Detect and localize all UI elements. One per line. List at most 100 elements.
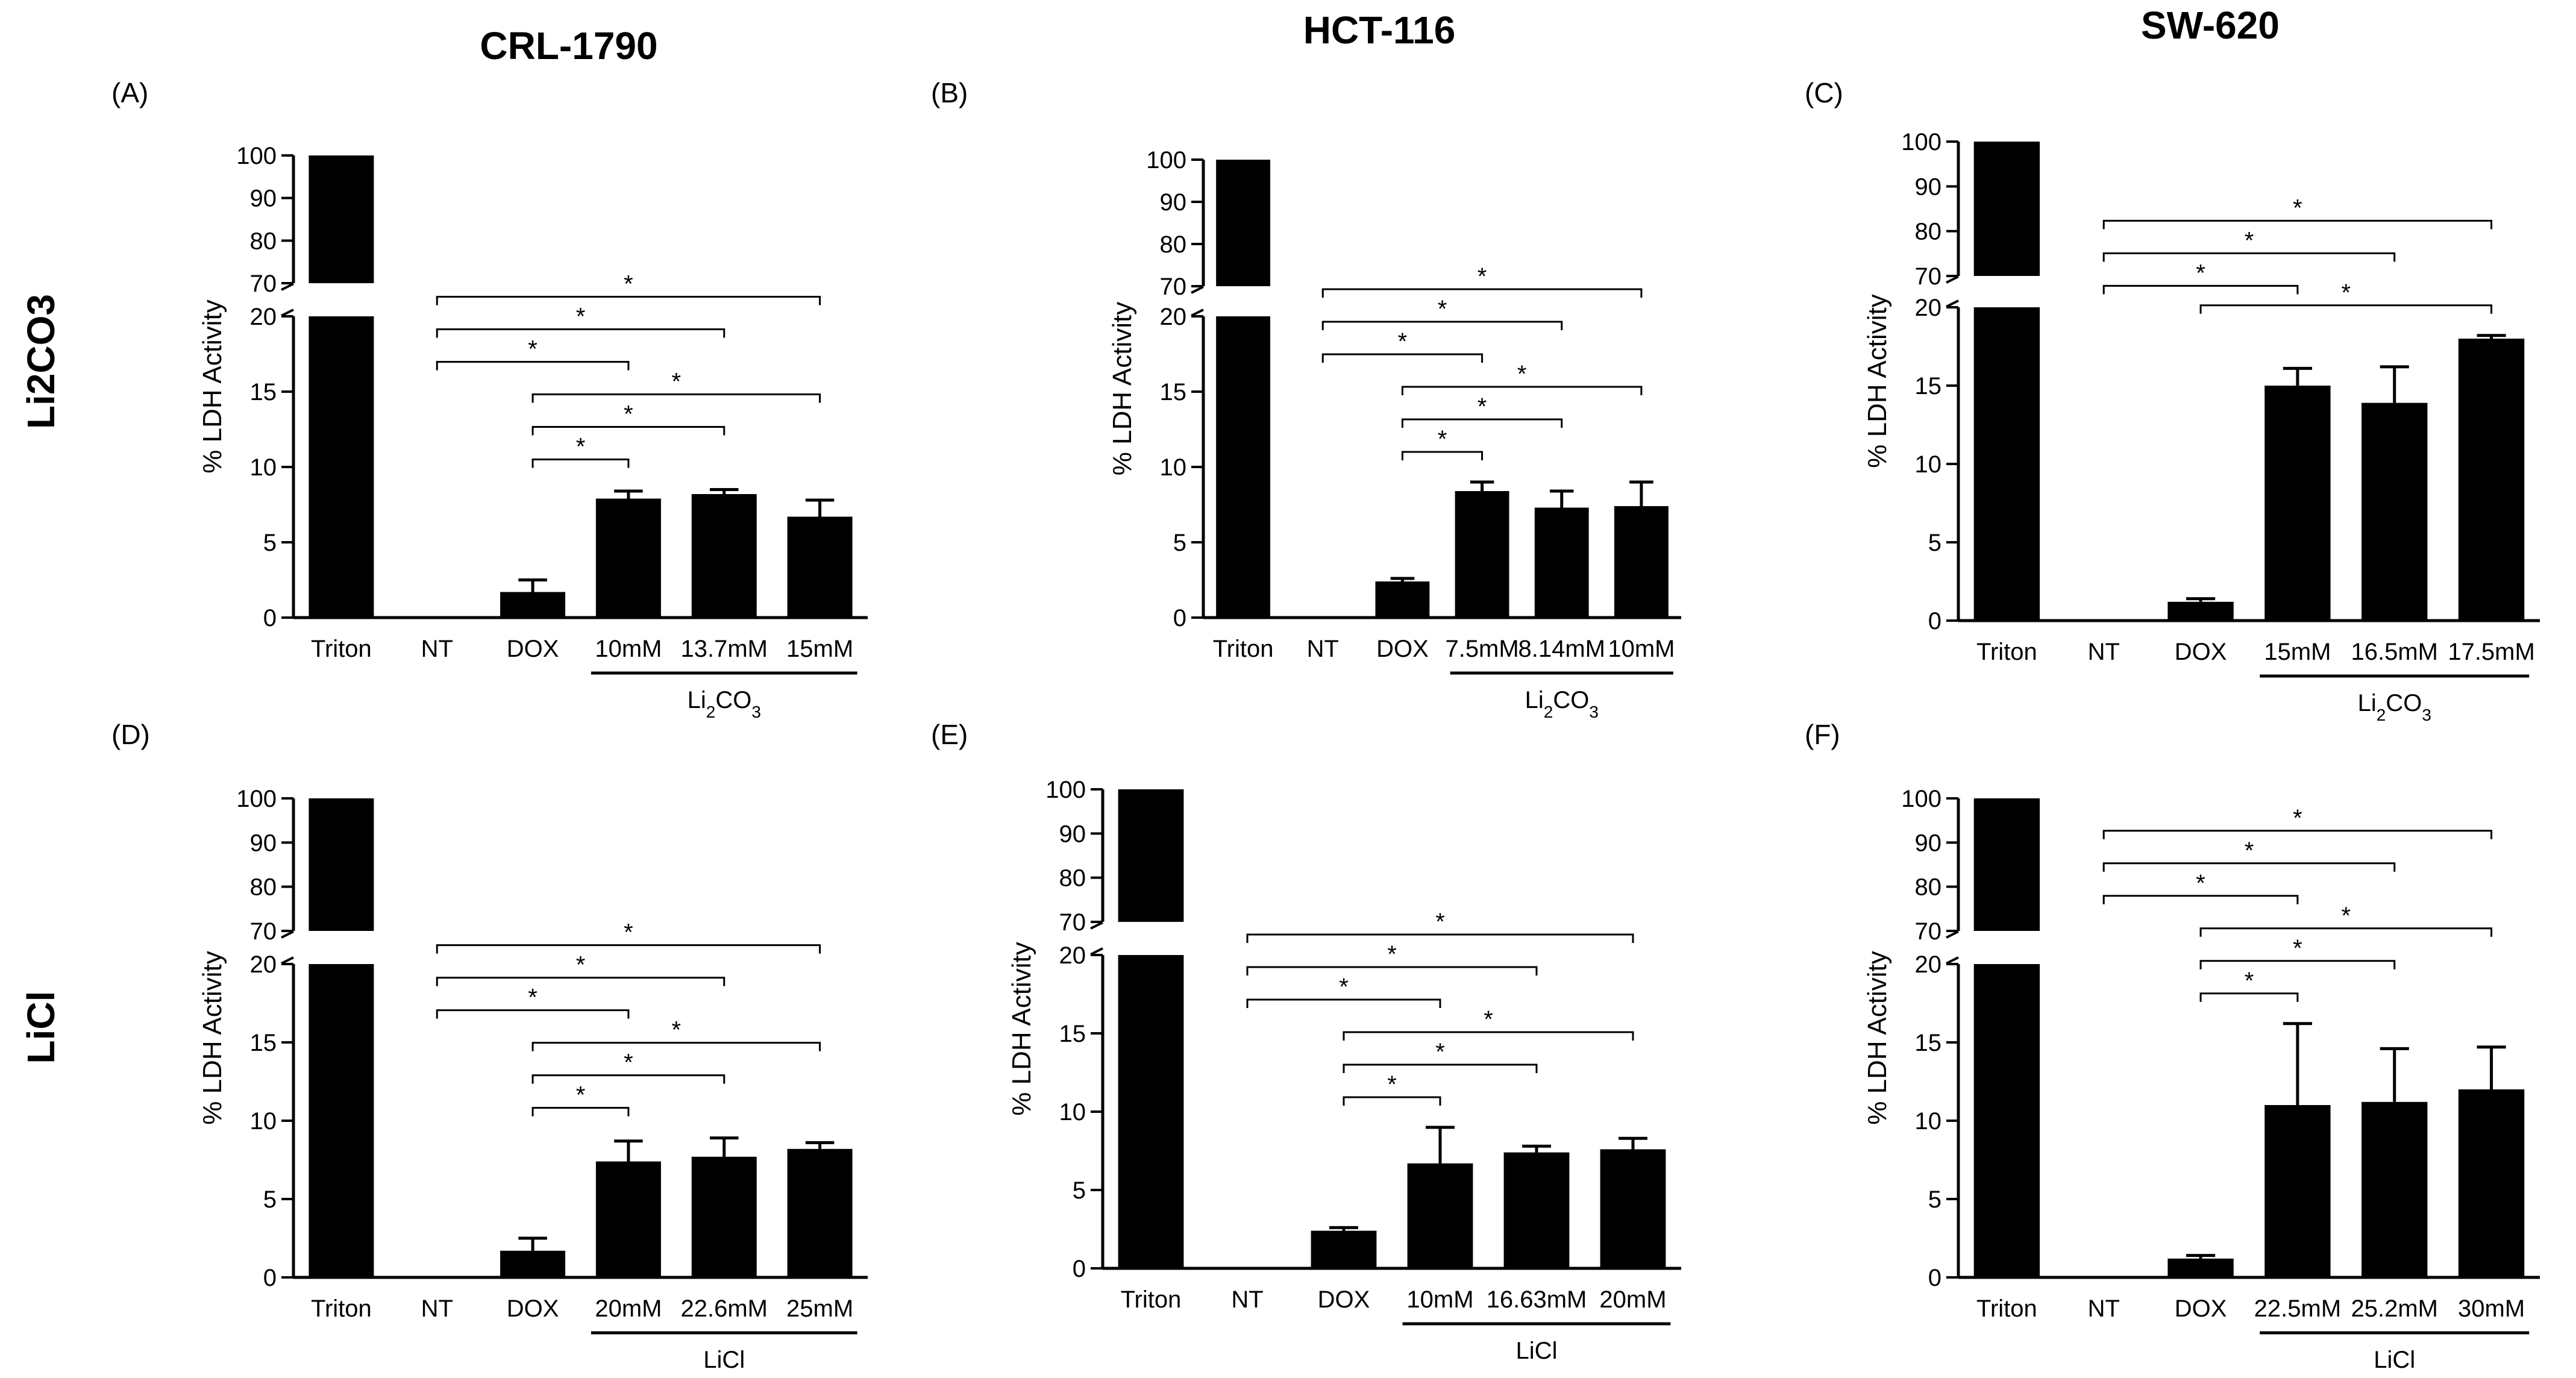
significance-marker: * [1387,941,1397,968]
bar [1216,316,1271,618]
significance-marker: * [1517,361,1527,387]
x-tick-label: NT [421,636,453,662]
significance-marker: * [672,1017,682,1044]
axis-break-mark [1090,921,1103,930]
y-axis-label: % LDH Activity [198,299,227,474]
x-tick-label: 7.5mM [1445,636,1518,662]
bar [2264,1105,2331,1277]
y-tick-label: 5 [1173,530,1186,556]
x-tick-label: 22.6mM [681,1295,768,1322]
significance-marker: * [1478,263,1487,290]
x-tick-label: 10mM [595,636,662,662]
axis-break-mark [1946,930,1959,939]
y-tick-label: 15 [250,1030,277,1056]
y-tick-label: 70 [250,271,277,297]
bar [2167,1258,2234,1277]
bar [2264,386,2331,621]
x-tick-label: 16.63mM [1487,1286,1587,1313]
significance-bracket [1246,998,1441,1008]
y-tick-label: 80 [1059,865,1086,892]
significance-bracket [2102,830,2493,839]
axis-break-mark [281,283,294,291]
y-tick-label: 80 [250,874,277,901]
bar [1973,142,2040,276]
y-tick-label: 70 [1059,909,1086,936]
significance-marker: * [2293,195,2302,221]
significance-marker: * [1435,1039,1445,1065]
bar [309,155,374,283]
y-tick-label: 100 [1901,786,1941,812]
y-tick-label: 15 [1160,379,1187,406]
y-tick-label: 20 [250,304,277,330]
y-tick-label: 5 [263,1186,277,1213]
y-tick-label: 0 [1073,1256,1086,1282]
significance-marker: * [624,919,633,946]
significance-bracket [1321,288,1643,298]
y-tick-label: 90 [1160,189,1187,216]
column-header-hct-116: HCT-116 [1303,8,1456,52]
significance-marker: * [1484,1006,1493,1033]
x-tick-label: Triton [1976,639,2037,665]
significance-bracket [1246,933,1634,943]
panel-label: (D) [111,719,150,750]
significance-marker: * [1339,974,1349,1000]
y-tick-label: 80 [1160,231,1187,258]
significance-bracket [1401,451,1484,460]
x-tick-label: 25.2mM [2351,1295,2439,1322]
y-tick-label: 100 [1045,777,1086,803]
significance-bracket [2199,960,2396,969]
significance-marker: * [528,985,537,1011]
group-label: LiCl [2374,1347,2415,1373]
y-tick-label: 10 [1059,1099,1086,1126]
y-tick-label: 0 [263,605,277,631]
y-tick-label: 70 [250,918,277,945]
significance-bracket [2102,219,2493,230]
significance-marker: * [1438,296,1447,322]
significance-marker: * [1387,1071,1397,1098]
chart-panel: (E) 0 5 10 15 20 70 80 90 100 % LDH Activity Triton… [931,719,1681,1364]
x-tick-label: 16.5mM [2351,639,2439,665]
x-tick-label: 8.14mM [1518,636,1606,662]
x-tick-label: NT [2088,1295,2120,1322]
y-tick-label: 20 [1160,304,1187,330]
significance-bracket [2199,927,2493,937]
significance-bracket [531,426,725,436]
significance-marker: * [624,1050,633,1076]
y-tick-label: 80 [1915,219,1942,245]
x-tick-label: NT [2088,639,2120,665]
bar [1407,1163,1473,1268]
bar [787,516,853,618]
significance-bracket [2199,992,2299,1002]
bar [2458,339,2525,621]
significance-marker: * [2342,903,2351,929]
y-tick-label: 10 [1915,451,1942,478]
significance-marker: * [2245,227,2254,254]
axis-break-mark [1191,286,1204,294]
y-tick-label: 90 [1915,174,1942,200]
chart-panel: (F) 0 5 10 15 20 70 80 90 100 % LDH Activity Triton… [1805,719,2540,1373]
x-tick-label: 10mM [1406,1286,1473,1313]
column-header-crl-1790: CRL-1790 [480,24,657,67]
x-tick-label: NT [1231,1286,1263,1313]
bar [500,592,566,618]
y-axis-label: % LDH Activity [1863,294,1892,468]
significance-bracket [1343,1063,1538,1073]
group-label: Li2CO3 [688,687,761,721]
chart-panel: (C) 0 5 10 15 20 70 80 90 100 % LDH Activity Triton… [1805,77,2540,724]
chart-panel: (A) 0 5 10 15 20 70 80 90 100 % LDH Activity Triton… [111,77,868,721]
x-tick-label: 20mM [1599,1286,1666,1313]
y-tick-label: 90 [250,186,277,212]
x-tick-label: 30mM [2458,1295,2525,1322]
x-tick-label: Triton [1976,1295,2037,1322]
significance-bracket [2102,895,2299,904]
y-tick-label: 15 [1059,1021,1086,1047]
significance-bracket [436,1009,630,1019]
bar [1375,581,1430,618]
bar [1614,506,1669,618]
bar [1973,798,2040,931]
x-tick-label: 13.7mM [681,636,768,662]
significance-bracket [436,944,821,954]
bar [2361,402,2428,621]
